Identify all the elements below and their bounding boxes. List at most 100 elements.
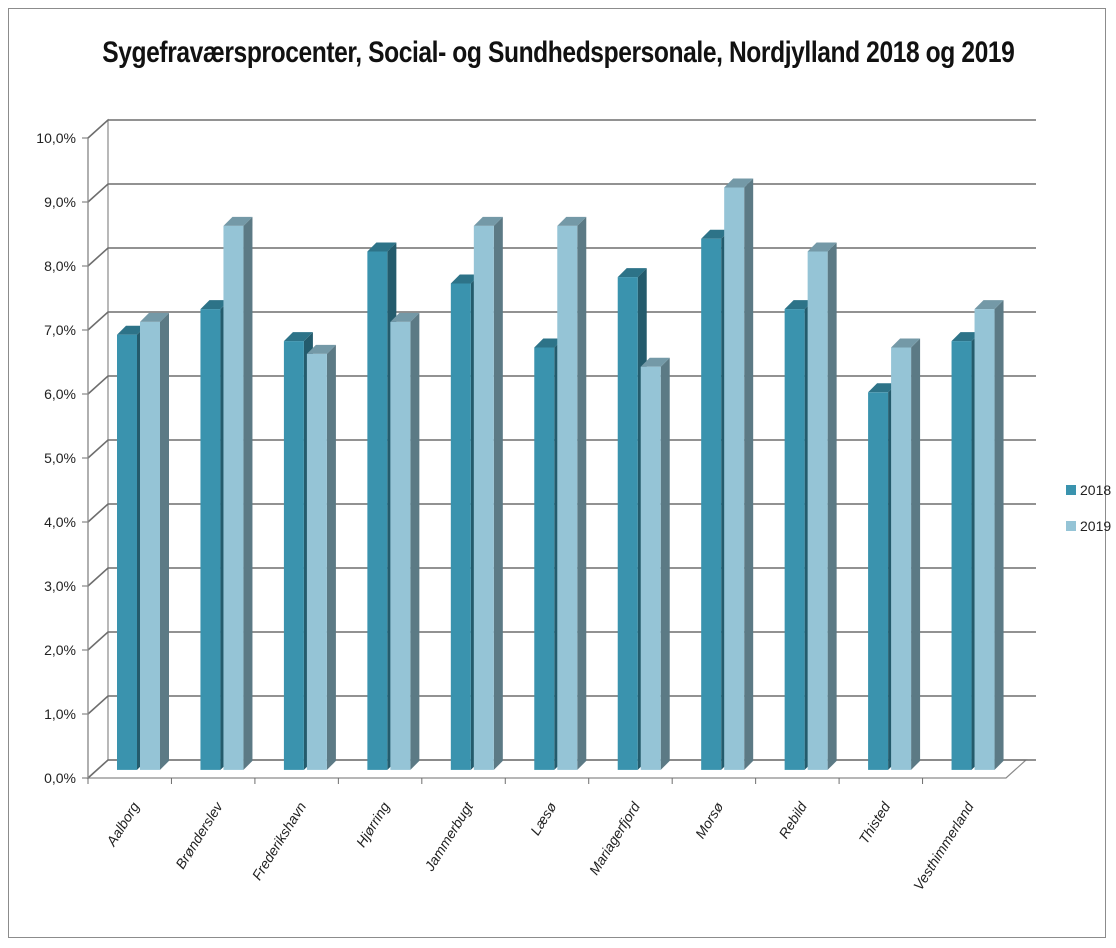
bar-2019-Frederikshavn: [306, 344, 336, 770]
x-tick-label: Morsø: [692, 799, 727, 841]
bar-front: [557, 225, 578, 770]
bar-front: [951, 341, 972, 770]
bar-2019-Vesthimmerland: [974, 300, 1004, 770]
bar-top: [557, 216, 587, 226]
bar-side: [660, 357, 670, 770]
x-tick-label: Aalborg: [103, 799, 143, 849]
bar-side: [827, 242, 837, 770]
bar-side: [160, 312, 169, 770]
bar-top: [140, 312, 169, 322]
y-tick-label: 2,0%: [44, 642, 76, 658]
bar-front: [367, 251, 388, 770]
legend-label-2019: 2019: [1080, 518, 1111, 534]
bar-top: [283, 332, 313, 342]
bar-2019-Brønderslev: [223, 216, 253, 770]
bar-top: [617, 268, 647, 278]
x-tick-label: Frederikshavn: [249, 799, 310, 883]
chart-title: Sygefraværsprocenter, Social- og Sundhed…: [102, 36, 1015, 69]
bar-front: [306, 353, 327, 770]
bar-top: [951, 332, 981, 342]
bar-front: [974, 309, 995, 770]
bar-top: [473, 216, 503, 226]
bar-top: [390, 312, 420, 322]
bar-front: [534, 347, 555, 770]
bar-side: [326, 344, 336, 770]
bar-front: [223, 225, 244, 770]
bar-front: [390, 321, 411, 770]
bar-2019-Thisted: [891, 338, 921, 770]
bar-side: [493, 216, 503, 770]
x-axis: Aalborg Brønderslev Frederikshavn Hjørring J…: [87, 778, 978, 893]
gridline: [87, 183, 1036, 203]
y-tick-label: 1,0%: [44, 706, 76, 722]
x-tick-label: Thisted: [855, 798, 894, 846]
y-tick-label: 7,0%: [44, 322, 76, 338]
bar-top: [701, 229, 731, 239]
bar-top: [784, 300, 814, 310]
bar-side: [577, 216, 587, 770]
legend: 2018 2019: [1066, 482, 1111, 534]
x-tick-label: Rebild: [775, 798, 810, 841]
bar-top: [640, 357, 670, 367]
bar-top: [117, 325, 146, 335]
bar-side: [994, 300, 1004, 770]
legend-label-2018: 2018: [1080, 482, 1111, 498]
bar-front: [117, 334, 137, 770]
bar-2019-Mariagerfjord: [640, 357, 670, 770]
bar-front: [140, 321, 160, 770]
x-tick-label: Læsø: [527, 799, 560, 838]
legend-swatch-2019: [1066, 521, 1076, 531]
bar-front: [701, 238, 722, 770]
bar-front: [450, 283, 471, 770]
bar-top: [974, 300, 1004, 310]
x-tick-label: Vesthimmerland: [910, 798, 978, 893]
bar-top: [534, 338, 564, 348]
bar-front: [617, 277, 638, 770]
bar-side: [744, 178, 754, 770]
bar-2019-Jammerbugt: [473, 216, 503, 770]
bar-side: [410, 312, 420, 770]
bar-front: [784, 309, 805, 770]
x-tick-label: Hjørring: [353, 799, 393, 850]
x-tick-label: Mariagerfjord: [586, 798, 644, 877]
bar-front: [640, 366, 661, 770]
bar-2019-Aalborg: [140, 312, 169, 770]
bar-top: [868, 383, 898, 393]
y-tick-label: 5,0%: [44, 450, 76, 466]
legend-swatch-2018: [1066, 485, 1076, 495]
bar-front: [724, 187, 745, 770]
bars: [117, 178, 1004, 770]
bar-top: [450, 274, 480, 284]
x-tick-label: Brønderslev: [172, 798, 226, 871]
y-tick-label: 0,0%: [44, 770, 76, 786]
bar-top: [807, 242, 837, 252]
y-tick-label: 9,0%: [44, 194, 76, 210]
y-tick-label: 10,0%: [36, 130, 76, 146]
gridline: [87, 119, 1036, 139]
y-tick-label: 6,0%: [44, 386, 76, 402]
bar-2019-Hjørring: [390, 312, 420, 770]
y-tick-label: 3,0%: [44, 578, 76, 594]
bar-2019-Rebild: [807, 242, 837, 770]
bar-front: [868, 392, 889, 770]
bar-top: [306, 344, 336, 354]
bar-front: [200, 309, 221, 770]
bar-side: [911, 338, 921, 770]
bar-top: [891, 338, 921, 348]
bar-2019-Læsø: [557, 216, 587, 770]
y-tick-label: 8,0%: [44, 258, 76, 274]
x-tick-label: Jammerbugt: [421, 798, 477, 874]
bar-top: [200, 300, 230, 310]
bar-front: [283, 341, 304, 770]
y-axis: 0,0% 1,0% 2,0% 3,0% 4,0% 5,0% 6,0% 7,0% 8,0% 9,0%…: [36, 130, 89, 786]
bar-top: [367, 242, 397, 252]
bar-2019-Morsø: [724, 178, 754, 770]
bar-front: [891, 347, 912, 770]
y-tick-label: 4,0%: [44, 514, 76, 530]
bar-front: [807, 251, 828, 770]
bar-top: [724, 178, 754, 188]
bar-top: [223, 216, 253, 226]
bar-side: [243, 216, 253, 770]
bar-front: [473, 225, 494, 770]
